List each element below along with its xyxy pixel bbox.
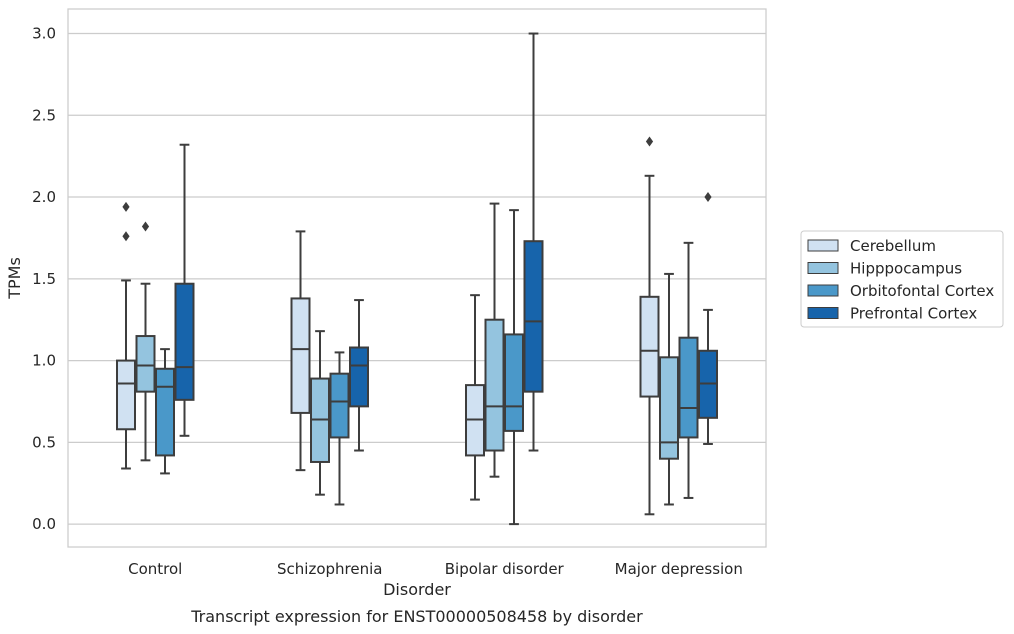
y-tick-label: 2.0 xyxy=(32,188,56,206)
box-iqr xyxy=(290,297,311,414)
legend-frame xyxy=(800,230,1004,328)
legend-label: Cerebellum xyxy=(850,237,936,255)
box-item xyxy=(155,348,175,475)
box-item xyxy=(329,351,350,506)
chart-caption: Transcript expression for ENST0000050845… xyxy=(190,607,643,626)
box-item xyxy=(639,136,660,516)
legend-label: Orbitofontal Cortex xyxy=(850,282,994,300)
x-axis-ticks: Control Schizophrenia Bipolar disorder Majo… xyxy=(128,560,743,578)
box-item xyxy=(678,241,699,499)
legend-swatch xyxy=(807,284,839,297)
box-iqr xyxy=(504,333,524,432)
y-tick-label: 2.5 xyxy=(32,106,56,124)
y-tick-label: 0.0 xyxy=(32,515,56,533)
y-axis-title: TPMs xyxy=(5,257,24,300)
x-tick-label: Major depression xyxy=(615,560,743,578)
box-item xyxy=(290,230,311,472)
box-iqr xyxy=(678,336,699,439)
outlier-marker xyxy=(645,136,654,147)
outlier-marker xyxy=(122,201,130,212)
box-iqr xyxy=(523,240,544,393)
legend-swatch xyxy=(807,239,839,252)
box-item xyxy=(698,192,718,445)
box-item xyxy=(174,143,195,437)
box-item xyxy=(504,209,524,526)
outlier-marker xyxy=(141,221,150,232)
outlier-marker xyxy=(122,231,130,242)
y-tick-label: 1.0 xyxy=(32,352,56,370)
y-tick-label: 1.5 xyxy=(32,270,56,288)
legend-item: Hipppocampus xyxy=(807,260,962,278)
box-item xyxy=(349,299,369,452)
legend-item: Orbitofontal Cortex xyxy=(807,282,994,300)
box-iqr xyxy=(174,282,195,401)
box-iqr xyxy=(639,295,660,398)
box-item xyxy=(659,272,679,506)
category-group xyxy=(116,143,195,475)
box-iqr xyxy=(116,359,136,431)
legend-swatch xyxy=(807,307,839,319)
category-group xyxy=(290,230,369,506)
x-tick-label: Control xyxy=(128,560,182,578)
y-tick-label: 0.5 xyxy=(32,433,56,451)
box-item xyxy=(310,330,330,496)
legend: Cerebellum Hipppocampus Orbitofontal Corte… xyxy=(800,230,1004,328)
y-tick-label: 3.0 xyxy=(32,25,56,43)
legend-label: Prefrontal Cortex xyxy=(850,305,977,323)
box-item xyxy=(484,202,505,478)
plot-area-frame xyxy=(67,8,767,548)
legend-item: Cerebellum xyxy=(807,237,936,255)
box-groups xyxy=(116,32,718,526)
category-group xyxy=(465,32,544,526)
box-item xyxy=(116,201,136,470)
x-tick-label: Bipolar disorder xyxy=(445,560,565,578)
y-axis-ticks: 0.0 0.5 1.0 1.5 2.0 2.5 3.0 xyxy=(32,25,56,534)
box-iqr xyxy=(349,346,369,408)
box-item xyxy=(465,294,485,501)
legend-swatch xyxy=(807,262,839,274)
legend-item: Prefrontal Cortex xyxy=(807,305,977,323)
box-iqr xyxy=(484,318,505,452)
x-axis-title: Disorder xyxy=(383,580,451,599)
box-iqr xyxy=(329,372,350,439)
box-iqr xyxy=(135,335,156,393)
legend-label: Hipppocampus xyxy=(850,260,962,278)
box-item xyxy=(523,32,544,452)
x-tick-label: Schizophrenia xyxy=(277,560,382,578)
box-item xyxy=(135,221,156,462)
category-group xyxy=(639,136,718,516)
outlier-marker xyxy=(704,192,712,203)
box-iqr xyxy=(659,356,679,460)
box-iqr xyxy=(155,367,175,457)
